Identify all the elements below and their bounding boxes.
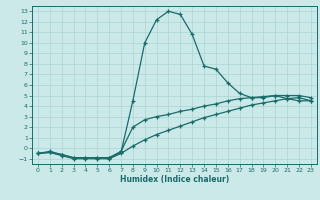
X-axis label: Humidex (Indice chaleur): Humidex (Indice chaleur) bbox=[120, 175, 229, 184]
